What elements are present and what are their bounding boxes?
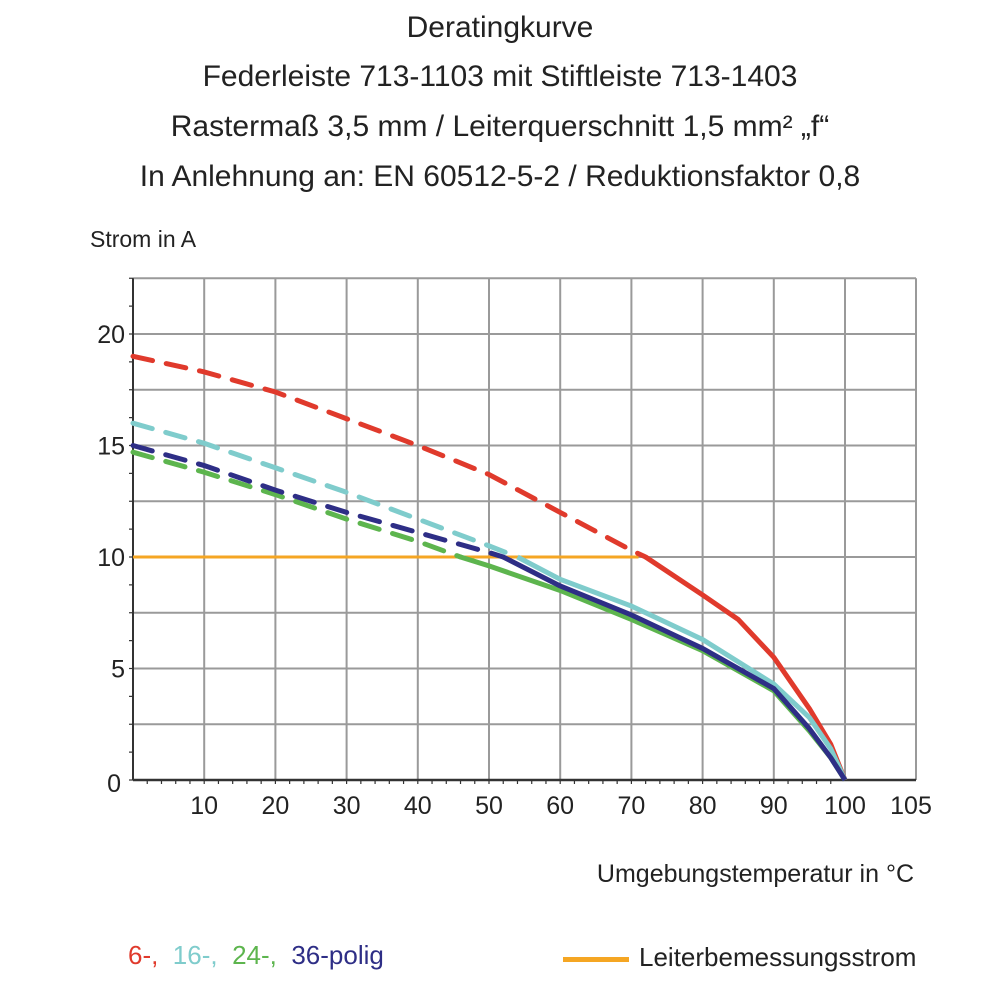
series-1-dashed-line [130, 353, 649, 560]
x-tick-label: 70 [617, 792, 645, 820]
chart-title-line-1: Deratingkurve [406, 11, 594, 44]
series-2-solid-line [516, 554, 848, 782]
y-tick-label: 10 [97, 544, 125, 572]
legend-entry-24: 24-, [232, 940, 277, 970]
series-4-solid-line [502, 554, 848, 782]
chart-title-line-3: Rastermaß 3,5 mm / Leiterquerschnitt 1,5… [170, 110, 830, 143]
chart-title-line-2: Federleiste 713-1103 mit Stiftleiste 713… [202, 60, 798, 93]
x-tick-label: 90 [760, 792, 788, 820]
legend-entry-6: 6-, [128, 940, 159, 970]
x-tick-label: 20 [261, 792, 289, 820]
y-axis-label: Strom in A [90, 226, 197, 252]
x-tick-label: 60 [546, 792, 574, 820]
x-tick-label: 100 [824, 792, 866, 820]
series-2-dashed-line [130, 420, 520, 560]
x-tick-label: 80 [689, 792, 717, 820]
legend-reference-swatch [563, 956, 629, 962]
series-1-solid-line [644, 554, 848, 781]
chart-title-line-4: In Anlehnung an: EN 60512-5-2 / Reduktio… [139, 160, 861, 193]
x-tick-label: 10 [190, 792, 218, 820]
y-tick-label: 20 [97, 321, 125, 349]
legend-entry-16: 16-, [172, 940, 218, 970]
legend-reference-label: Leiterbemessungsstrom [639, 942, 917, 972]
x-tick-label: 40 [404, 792, 432, 820]
legend-series: 6-, 16-, 24-, 36-polig [128, 940, 384, 971]
series-4-dashed-line [130, 443, 506, 560]
y-tick-label: 5 [111, 656, 125, 684]
legend-entry-36: 36-polig [291, 940, 384, 970]
legend-reference: Leiterbemessungsstrom [563, 942, 916, 973]
origin-label: 0 [107, 770, 121, 798]
y-tick-label: 15 [97, 433, 125, 461]
x-tick-label: 50 [475, 792, 503, 820]
x-tick-label: 105 [890, 792, 932, 820]
x-axis-label: Umgebungstemperatur in °C [596, 860, 914, 888]
x-tick-label: 30 [333, 792, 361, 820]
series-3-dashed-line [130, 449, 464, 560]
